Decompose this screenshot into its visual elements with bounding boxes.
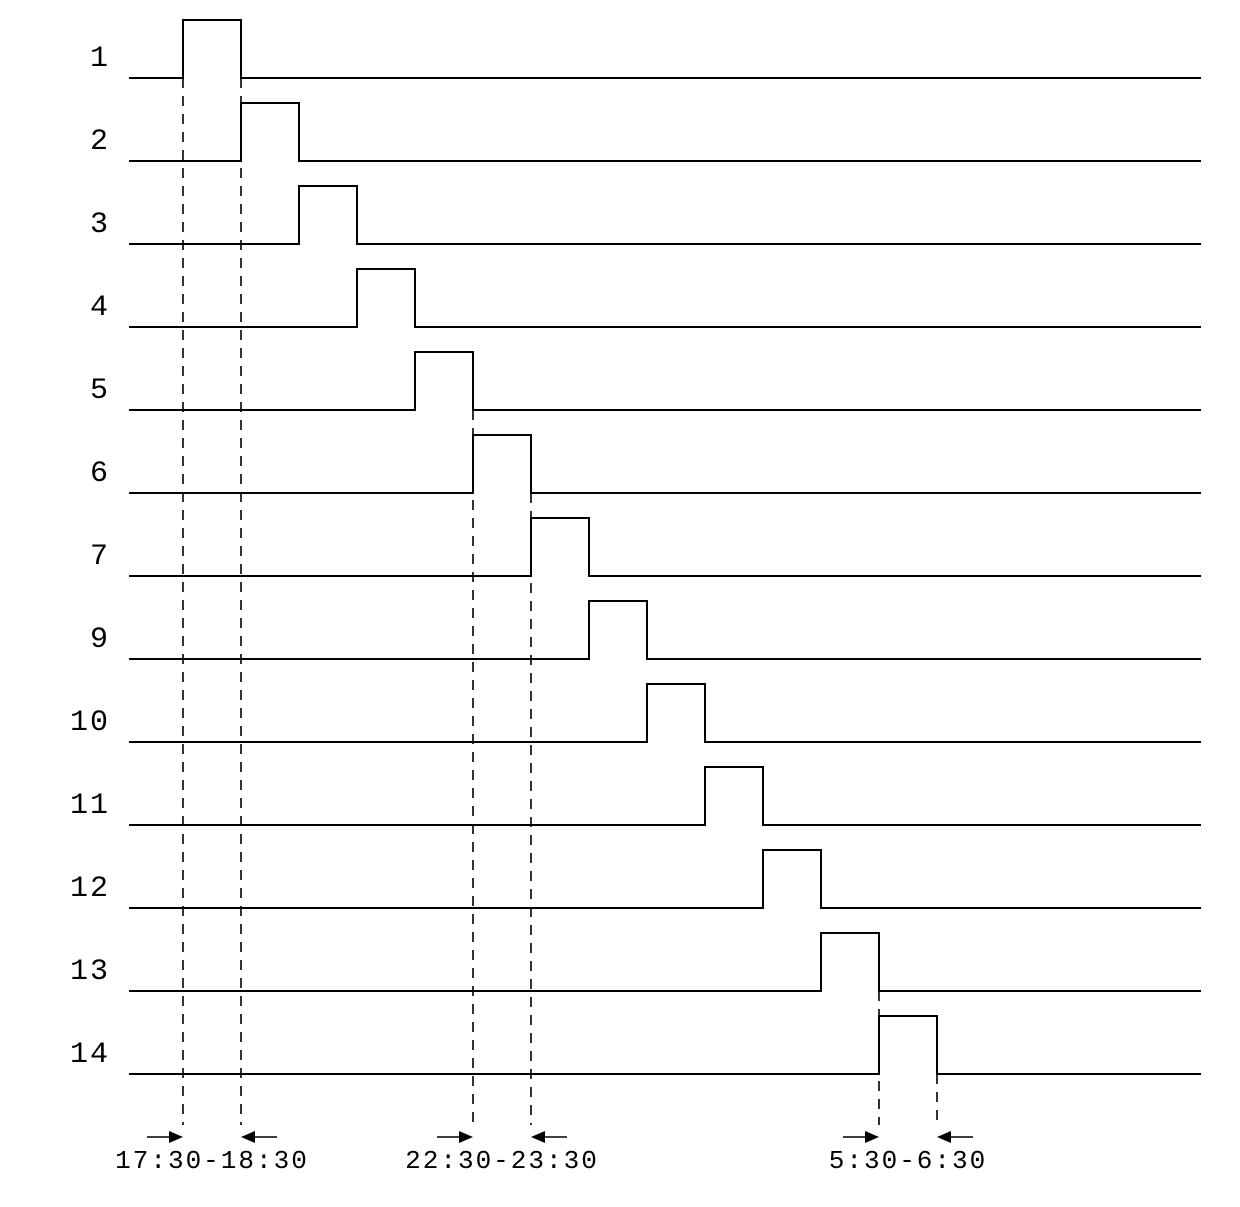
signal-row (130, 435, 1200, 493)
signal-row (130, 1016, 1200, 1074)
row-label: 10 (70, 706, 110, 740)
row-label: 12 (70, 872, 110, 906)
row-label: 13 (70, 955, 110, 989)
signal-row (130, 518, 1200, 576)
timing-diagram: 12345679101112131417:30-18:3022:30-23:30… (0, 0, 1240, 1207)
dimension-arrow-head (937, 1131, 951, 1143)
signal-row (130, 269, 1200, 327)
row-label: 9 (90, 623, 110, 657)
signal-row (130, 601, 1200, 659)
signal-row (130, 103, 1200, 161)
signal-row (130, 20, 1200, 78)
row-label: 14 (70, 1038, 110, 1072)
dimension-arrow-head (531, 1131, 545, 1143)
time-range-label: 22:30-23:30 (405, 1146, 599, 1176)
signal-row (130, 933, 1200, 991)
row-label: 11 (70, 789, 110, 823)
row-label: 3 (90, 208, 110, 242)
signal-row (130, 352, 1200, 410)
dimension-arrow-head (865, 1131, 879, 1143)
dimension-arrow-head (169, 1131, 183, 1143)
row-label: 7 (90, 540, 110, 574)
signal-row (130, 684, 1200, 742)
signal-row (130, 850, 1200, 908)
signal-row (130, 186, 1200, 244)
signal-row (130, 767, 1200, 825)
row-label: 1 (90, 42, 110, 76)
row-label: 4 (90, 291, 110, 325)
time-range-label: 17:30-18:30 (115, 1146, 309, 1176)
row-label: 5 (90, 374, 110, 408)
row-label: 2 (90, 125, 110, 159)
dimension-arrow-head (241, 1131, 255, 1143)
row-label: 6 (90, 457, 110, 491)
time-range-label: 5:30-6:30 (829, 1146, 987, 1176)
dimension-arrow-head (459, 1131, 473, 1143)
